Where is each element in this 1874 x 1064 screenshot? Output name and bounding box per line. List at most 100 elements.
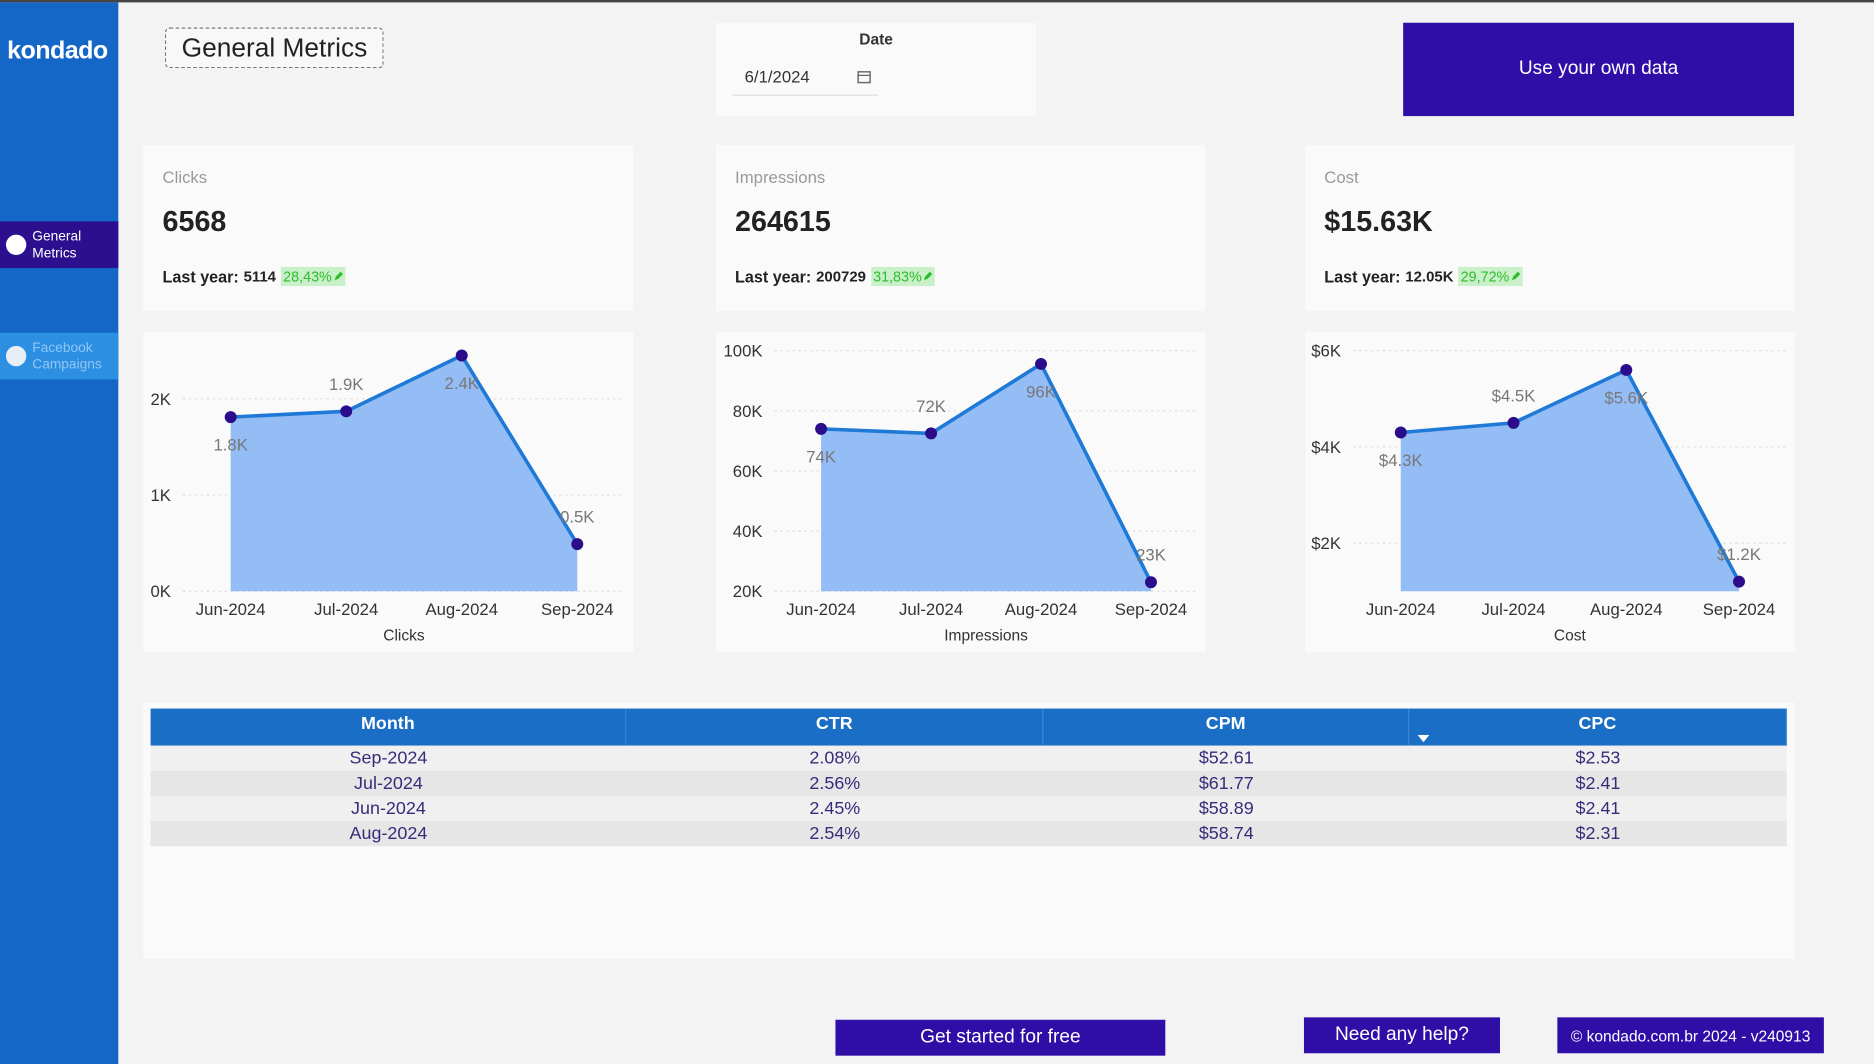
table-cell: 2.54%: [809, 823, 861, 844]
pencil-icon: [924, 271, 933, 281]
date-input[interactable]: 6/1/2024: [732, 57, 879, 96]
table-cell: 2.56%: [809, 773, 861, 794]
x-tick-label: Aug-2024: [1590, 600, 1663, 619]
kpi-last-year: Last year: 5114 28,43%: [162, 266, 345, 287]
kpi-value: 264615: [735, 205, 831, 239]
data-point: [1733, 575, 1745, 588]
kpi-value: 6568: [162, 205, 227, 239]
x-axis-title: Impressions: [944, 627, 1028, 644]
y-tick-label: 2K: [150, 390, 170, 409]
impressions-chart: 20K 40K 60K 80K 100K 74K Jun-2024 72K Jul-2024 96…: [715, 331, 1206, 653]
data-point: [455, 349, 468, 362]
kpi-label: Cost: [1324, 167, 1359, 187]
metrics-table-card: Month CTR CPM CPC Sep-2024 2.08% $52.61 $2.53 Ju…: [143, 702, 1796, 959]
date-value: 6/1/2024: [744, 67, 810, 87]
x-tick-label: Sep-2024: [1703, 600, 1776, 619]
column-header[interactable]: CPM: [1043, 708, 1430, 746]
top-border: [0, 0, 1874, 3]
last-year-value: 5114: [243, 268, 276, 285]
x-tick-label: Jul-2024: [314, 600, 378, 619]
nav-item[interactable]: Facebook Campaigns: [0, 332, 119, 380]
data-point: [571, 538, 584, 551]
data-label: 0.5K: [560, 508, 594, 527]
get-started-button[interactable]: Get started for free: [835, 1019, 1166, 1056]
data-label: 2.4K: [445, 374, 479, 393]
column-header[interactable]: Month: [151, 708, 627, 746]
last-year-label: Last year:: [162, 267, 239, 286]
table-cell: $2.31: [1575, 823, 1621, 844]
data-label: 23K: [1136, 546, 1166, 565]
table-cell: Jul-2024: [354, 773, 423, 794]
calendar-icon: [857, 71, 871, 84]
metrics-table: Month CTR CPM CPC Sep-2024 2.08% $52.61 $2.53 Ju…: [150, 708, 1787, 847]
x-tick-label: Aug-2024: [1005, 600, 1078, 619]
data-point: [925, 427, 938, 440]
button-label: Use your own data: [1518, 58, 1679, 79]
last-year-value: 200729: [816, 268, 866, 285]
column-header[interactable]: CTR: [626, 708, 1044, 746]
table-cell: $52.61: [1198, 748, 1254, 769]
clicks-chart: 0K 1K 2K 1.8K Jun-2024 1.9K Jul-2024 2.4K Aug-20…: [143, 331, 634, 653]
change-badge: 31,83%: [870, 266, 935, 287]
data-label: $5.6K: [1604, 388, 1648, 407]
table-cell: 2.45%: [809, 798, 861, 819]
x-axis-title: Clicks: [383, 627, 425, 644]
change-badge: 29,72%: [1458, 266, 1523, 287]
help-button[interactable]: Need any help?: [1303, 1017, 1500, 1054]
data-label: 1.8K: [213, 436, 247, 455]
change-badge: 28,43%: [280, 266, 345, 287]
table-cell: Sep-2024: [349, 748, 428, 769]
y-tick-label: 80K: [733, 402, 763, 421]
data-point: [815, 422, 828, 435]
y-tick-label: 40K: [733, 522, 763, 541]
table-cell: $58.74: [1198, 823, 1254, 844]
x-tick-label: Jun-2024: [786, 600, 856, 619]
y-tick-label: $2K: [1311, 534, 1341, 553]
line: [1400, 367, 1741, 583]
table-cell: $2.53: [1575, 748, 1621, 769]
table-row: Aug-2024 2.54% $58.74 $2.31: [150, 821, 1787, 847]
change-value: 28,43%: [283, 268, 332, 285]
data-label: 1.9K: [329, 375, 363, 394]
table-row: Jun-2024 2.45% $58.89 $2.41: [150, 795, 1787, 822]
x-tick-label: Sep-2024: [541, 600, 614, 619]
y-tick-label: $6K: [1311, 342, 1341, 361]
table-cell: $61.77: [1198, 773, 1254, 794]
last-year-label: Last year:: [735, 267, 812, 286]
table-cell: Aug-2024: [349, 823, 428, 844]
x-tick-label: Sep-2024: [1115, 600, 1188, 619]
data-point: [340, 405, 353, 418]
x-axis-title: Cost: [1554, 627, 1587, 644]
data-point: [224, 411, 237, 424]
data-point: [1145, 576, 1157, 589]
kpi-label: Clicks: [162, 167, 208, 187]
data-point: [1394, 426, 1407, 439]
cost-chart: $2K $4K $6K $4.3K Jun-2024 $4.5K Jul-2024 $5.6K…: [1305, 331, 1796, 653]
y-tick-label: 100K: [723, 342, 762, 361]
last-year-label: Last year:: [1324, 267, 1401, 286]
line: [230, 353, 579, 546]
date-label: Date: [859, 29, 893, 48]
logo: kondado: [7, 37, 108, 65]
use-own-data-button[interactable]: Use your own data: [1403, 22, 1794, 117]
nav-item[interactable]: General Metrics: [0, 221, 119, 269]
x-tick-label: Aug-2024: [425, 600, 498, 619]
data-label: $4.3K: [1379, 451, 1423, 470]
last-year-value: 12.05K: [1405, 268, 1454, 285]
sort-arrow-shape: [1417, 734, 1430, 743]
data-point: [1507, 416, 1520, 429]
data-label: $4.5K: [1492, 386, 1536, 405]
y-tick-label: 20K: [733, 582, 763, 601]
copyright-button[interactable]: © kondado.com.br 2024 - v240913: [1557, 1017, 1824, 1054]
button-label: Need any help?: [1334, 1024, 1469, 1045]
x-tick-label: Jun-2024: [1366, 600, 1436, 619]
column-header[interactable]: CPC: [1409, 708, 1787, 746]
sidebar: kondado General Metrics Facebook Campaig…: [0, 2, 119, 1064]
nav-label: General Metrics: [32, 229, 82, 261]
pencil-icon: [334, 271, 343, 281]
x-tick-label: Jul-2024: [1481, 600, 1545, 619]
y-tick-label: $4K: [1311, 438, 1341, 457]
kpi-label: Impressions: [735, 167, 826, 187]
table-cell: $58.89: [1198, 798, 1254, 819]
